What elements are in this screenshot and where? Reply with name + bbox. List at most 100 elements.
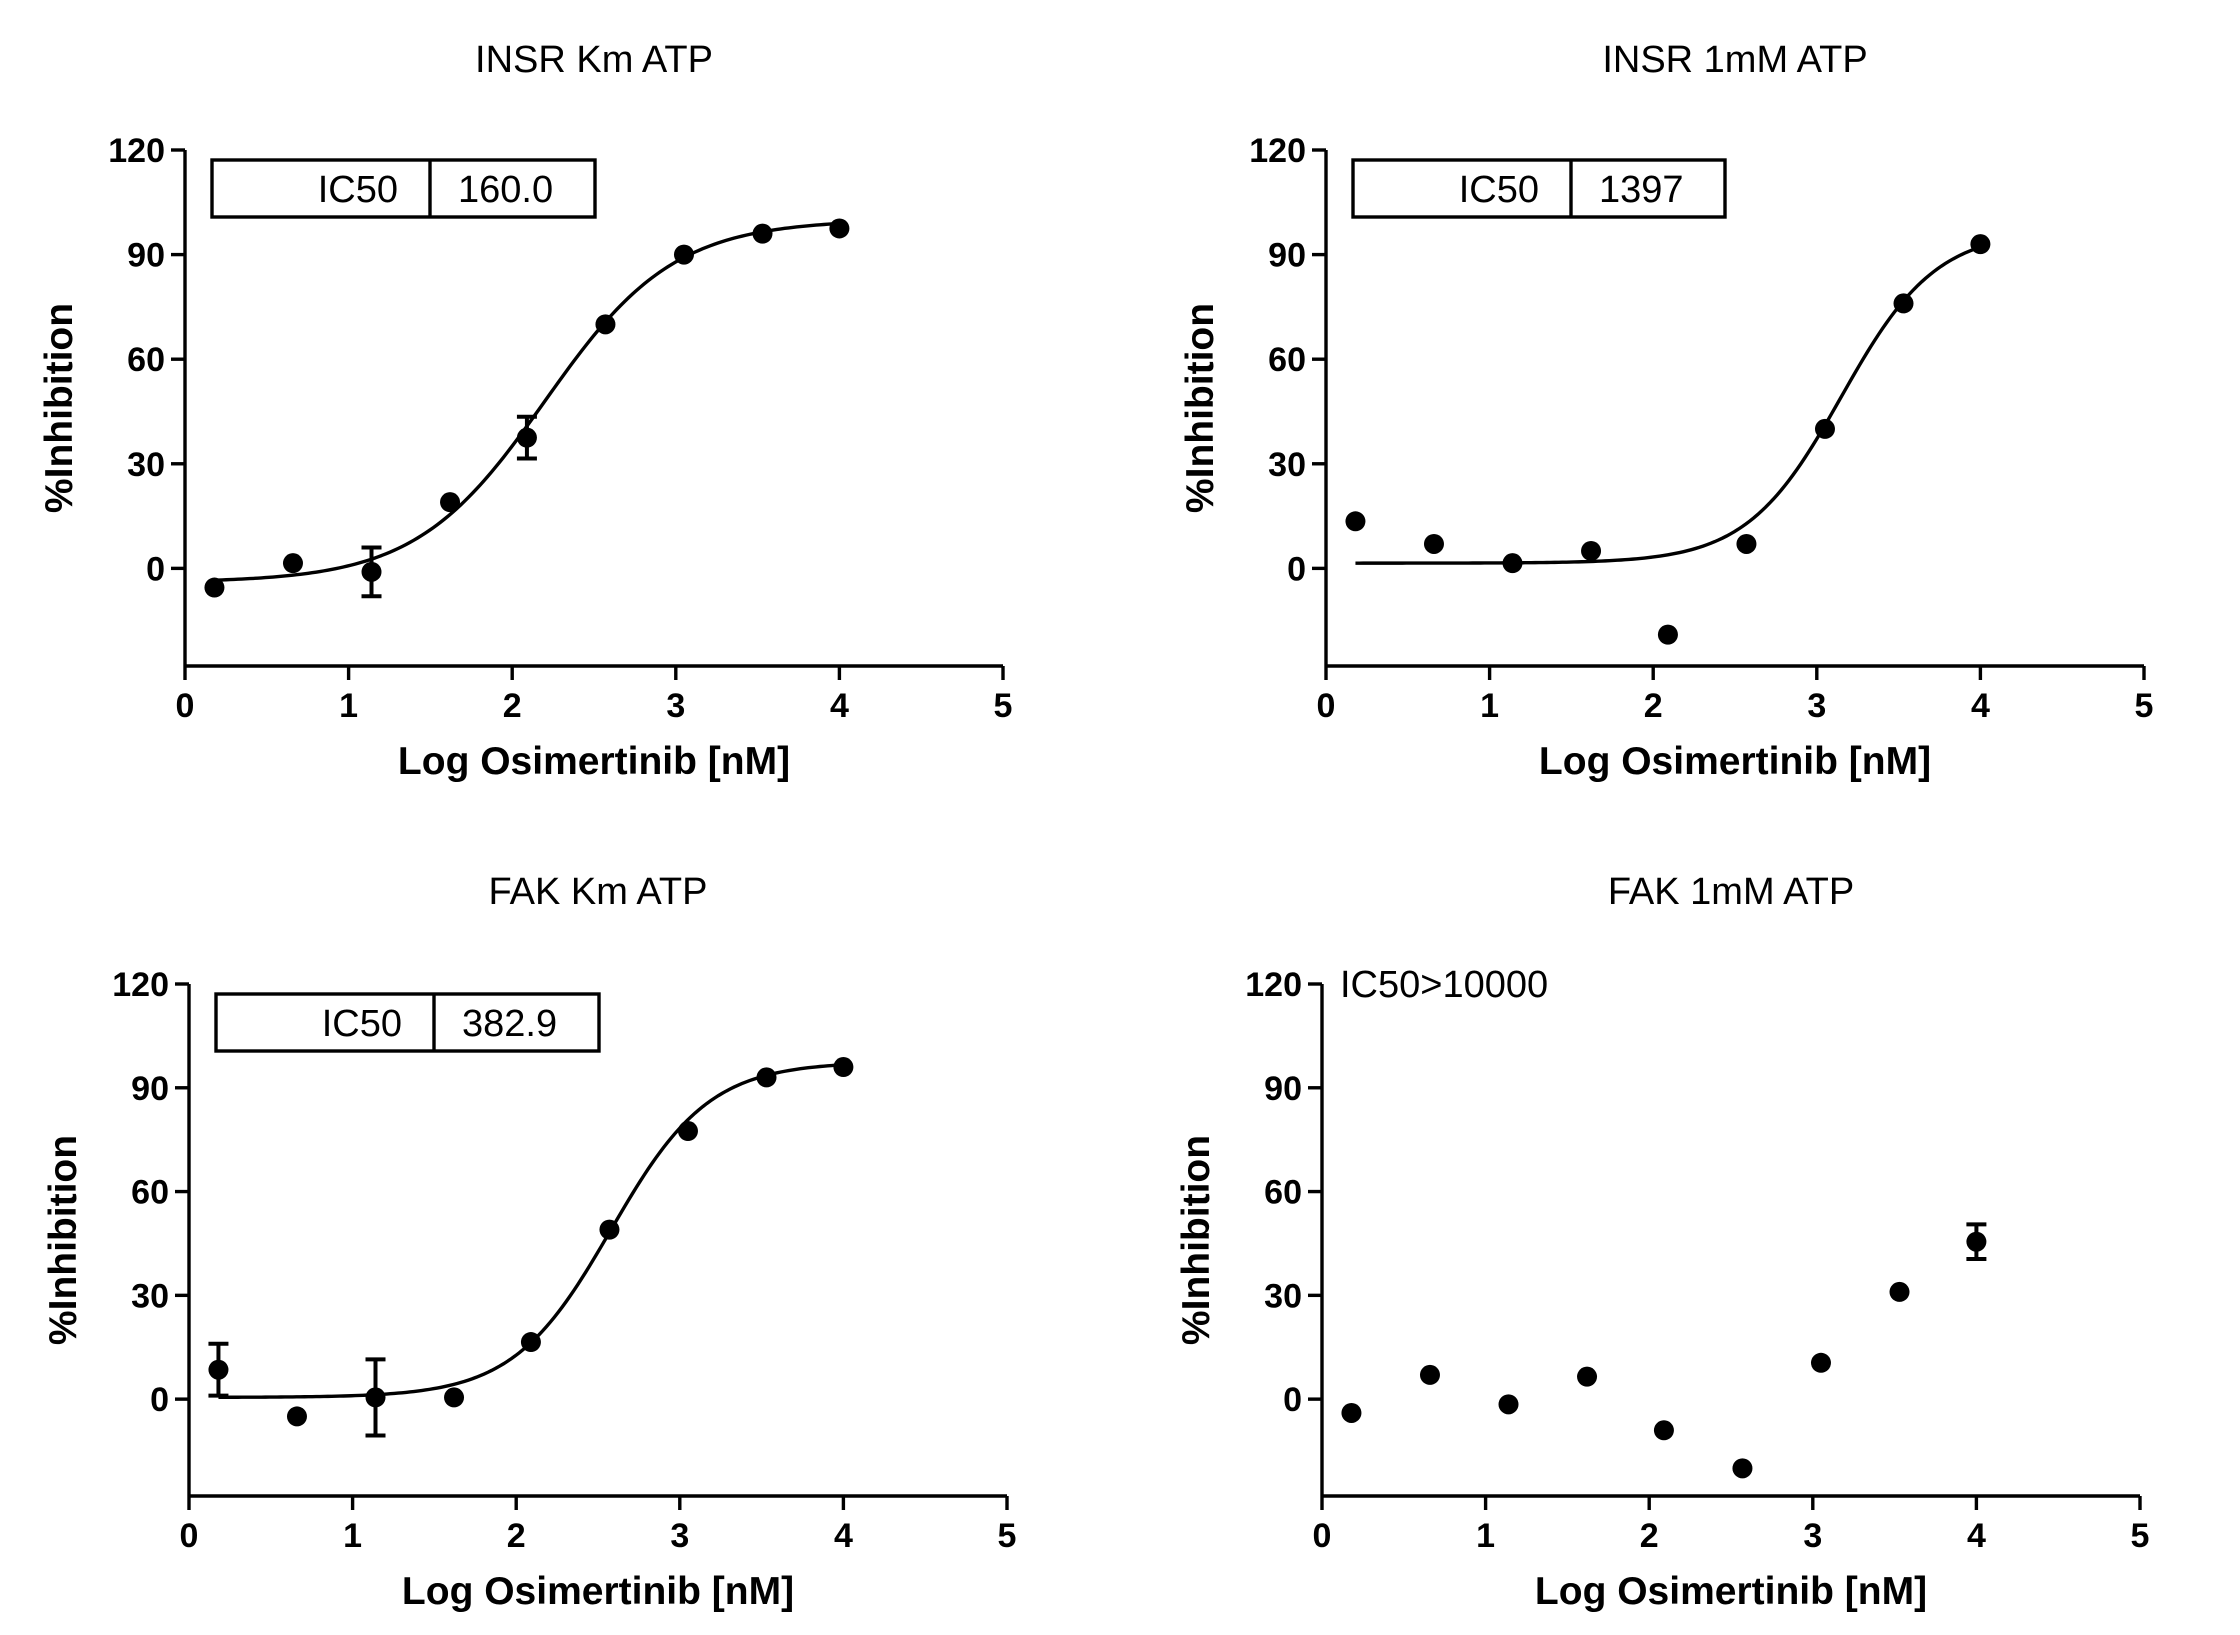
x-tick-label: 0 — [176, 687, 195, 725]
chart-panel-3: FAK Km ATP 0 1 2 3 4 5 0 30 60 90 120 Log Osimertini… — [42, 871, 1016, 1613]
x-tick-label: 0 — [1313, 1517, 1332, 1555]
x-tick-label: 1 — [343, 1517, 362, 1555]
y-axis-title: %Inhibition — [38, 303, 81, 513]
ic50-label: IC50 — [322, 1003, 402, 1045]
data-point — [1653, 1420, 1674, 1441]
y-axis-title: %Inhibition — [1179, 303, 1222, 513]
data-point — [673, 244, 694, 265]
x-tick-label: 1 — [1476, 1517, 1495, 1555]
x-tick-label: 4 — [830, 687, 849, 725]
y-tick-label: 60 — [131, 1174, 169, 1212]
x-tick-label: 2 — [507, 1517, 526, 1555]
data-point — [595, 314, 616, 335]
x-axis-title: Log Osimertinib [nM] — [398, 740, 790, 783]
data-point — [677, 1121, 698, 1142]
data-point — [516, 427, 537, 448]
data-point — [286, 1406, 307, 1427]
x-tick-label: 5 — [2135, 687, 2154, 725]
x-tick-label: 3 — [670, 1517, 689, 1555]
data-point — [599, 1219, 620, 1240]
data-point — [208, 1359, 229, 1380]
x-tick-label: 2 — [1640, 1517, 1659, 1555]
y-tick-label: 0 — [1283, 1381, 1302, 1419]
ic50-value: 382.9 — [462, 1003, 557, 1045]
data-point — [1657, 624, 1678, 645]
data-point — [365, 1387, 386, 1408]
data-point — [520, 1332, 541, 1353]
ic50-box — [214, 992, 601, 1053]
data-point — [752, 223, 773, 244]
x-tick-label: 3 — [1807, 687, 1826, 725]
y-tick-label: 30 — [131, 1277, 169, 1315]
chart-title: INSR 1mM ATP — [1602, 39, 1867, 81]
data-point — [1341, 1402, 1362, 1423]
ic50-value: 1397 — [1599, 169, 1684, 211]
data-point — [829, 218, 850, 239]
x-tick-label: 4 — [834, 1517, 853, 1555]
data-point — [1423, 533, 1444, 554]
ic50-box — [210, 158, 597, 219]
chart-title: INSR Km ATP — [475, 39, 713, 81]
y-tick-label: 90 — [1264, 1070, 1302, 1108]
data-point — [1970, 234, 1991, 255]
x-tick-label: 1 — [339, 687, 358, 725]
x-tick-label: 5 — [994, 687, 1013, 725]
y-tick-label: 0 — [146, 550, 165, 588]
x-tick-label: 4 — [1967, 1517, 1986, 1555]
x-tick-label: 2 — [503, 687, 522, 725]
x-tick-label: 3 — [1803, 1517, 1822, 1555]
y-tick-label: 90 — [131, 1070, 169, 1108]
x-tick-label: 0 — [1317, 687, 1336, 725]
chart-panel-2: INSR 1mM ATP 0 1 2 3 4 5 0 30 60 90 120 Log Osimerti… — [1179, 39, 2153, 783]
ic50-value: 160.0 — [458, 169, 553, 211]
y-tick-label: 120 — [108, 132, 165, 170]
y-tick-label: 0 — [150, 1381, 169, 1419]
y-axis-title: %Inhibition — [42, 1135, 85, 1345]
y-tick-label: 90 — [1268, 237, 1306, 275]
y-tick-label: 90 — [127, 237, 165, 275]
x-tick-label: 5 — [998, 1517, 1017, 1555]
data-point — [1502, 553, 1523, 574]
data-point — [282, 553, 303, 574]
ic50-value: IC50>10000 — [1340, 964, 1548, 1006]
data-point — [444, 1387, 465, 1408]
y-axis-title: %Inhibition — [1175, 1135, 1218, 1345]
ic50-label: IC50 — [1459, 169, 1539, 211]
y-tick-label: 0 — [1287, 550, 1306, 588]
y-tick-label: 60 — [127, 341, 165, 379]
data-point — [1889, 1281, 1910, 1302]
data-point — [1893, 293, 1914, 314]
data-point — [1419, 1364, 1440, 1385]
x-tick-label: 2 — [1644, 687, 1663, 725]
chart-panel-1: INSR Km ATP 0 1 2 3 4 5 0 30 60 90 120 Log Osimertin… — [38, 39, 1012, 783]
y-tick-label: 30 — [1268, 446, 1306, 484]
data-point — [1577, 1366, 1598, 1387]
x-axis-title: Log Osimertinib [nM] — [1535, 1570, 1927, 1613]
y-tick-label: 30 — [127, 446, 165, 484]
x-tick-label: 4 — [1971, 687, 1990, 725]
y-tick-label: 30 — [1264, 1277, 1302, 1315]
data-point — [1814, 418, 1835, 439]
ic50-box — [1351, 158, 1727, 219]
x-axis-title: Log Osimertinib [nM] — [402, 1570, 794, 1613]
x-tick-label: 0 — [180, 1517, 199, 1555]
y-tick-label: 120 — [1245, 966, 1302, 1004]
x-axis-title: Log Osimertinib [nM] — [1539, 740, 1931, 783]
ic50-label: IC50 — [318, 169, 398, 211]
y-tick-label: 60 — [1264, 1174, 1302, 1212]
data-point — [1581, 540, 1602, 561]
x-tick-label: 3 — [666, 687, 685, 725]
data-point — [1736, 533, 1757, 554]
x-tick-label: 1 — [1480, 687, 1499, 725]
data-point — [756, 1067, 777, 1088]
y-tick-label: 120 — [1249, 132, 1306, 170]
y-tick-label: 60 — [1268, 341, 1306, 379]
data-point — [1498, 1394, 1519, 1415]
data-point — [833, 1057, 854, 1078]
chart-panel-4: FAK 1mM ATP 0 1 2 3 4 5 0 30 60 90 120 Log Osimertin… — [1175, 871, 2149, 1613]
y-tick-label: 120 — [112, 966, 169, 1004]
fit-curve — [214, 221, 840, 582]
data-point — [1810, 1352, 1831, 1373]
data-point — [1966, 1231, 1987, 1252]
